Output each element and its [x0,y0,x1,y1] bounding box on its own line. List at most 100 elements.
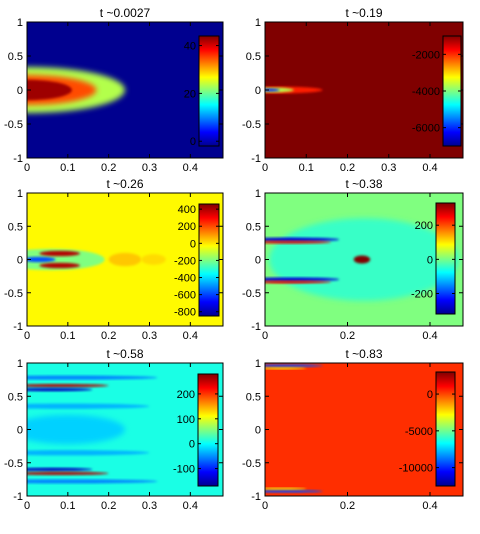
field-feature [27,375,158,380]
field-feature [108,252,142,267]
field-features [27,375,158,484]
field-features [265,218,459,301]
y-tick-label: 0 [17,255,23,267]
x-tick-label: 0.3 [142,330,157,342]
y-tick-label: 0 [255,85,261,97]
field-feature [353,255,371,264]
x-tick-label: 0.2 [340,162,355,174]
x-tick-label: 0.2 [340,500,355,512]
field-feature [39,250,81,257]
colorbar-tick-label: 400 [178,204,196,216]
field-feature [265,490,323,493]
y-tick-label: 1 [17,17,23,29]
colorbar [435,371,456,487]
field-feature [265,487,307,490]
y-tick-label: 1 [255,358,261,370]
field-feature [27,383,109,388]
y-tick-label: -0.5 [4,458,23,470]
field-feature [265,364,323,367]
colorbar [198,35,220,147]
colorbar-tick-label: 200 [178,221,196,233]
colorbar-tick-label: 0 [190,136,196,148]
colorbar-tick-label: 0 [190,238,196,250]
field-feature [265,367,307,370]
x-tick-label: 0.4 [183,500,198,512]
y-tick-label: 0.5 [8,51,23,63]
y-tick-label: 0.5 [8,221,23,233]
y-tick-label: 0.5 [246,221,261,233]
field-feature [27,479,158,484]
y-tick-label: -1 [251,153,261,165]
field-features [27,66,125,114]
colorbar-tick-label: 40 [184,41,196,53]
field-background [265,363,463,496]
colorbar-tick-label: -200 [174,255,196,267]
x-tick-label: 0.3 [381,162,396,174]
y-tick-label: 1 [255,17,261,29]
x-tick-label: 0.2 [101,500,116,512]
x-tick-label: 0.4 [422,162,437,174]
y-tick-label: 0 [17,425,23,437]
field-features [265,364,323,493]
y-tick-label: -0.5 [4,288,23,300]
y-tick-label: -0.5 [242,458,261,470]
field-feature [39,262,81,269]
x-tick-label: 0.1 [60,162,75,174]
y-tick-label: -1 [251,491,261,503]
y-tick-label: -0.5 [242,288,261,300]
colorbar-tick-label: 100 [177,414,195,426]
field-feature [27,467,93,472]
x-tick-label: 0.3 [142,500,157,512]
colorbar-tick-label: -10000 [399,463,433,475]
colorbar-tick-label: -200 [411,289,433,301]
panel-3: t ~0.26 0 0.1 0.2 0.3 0.4 1 0.5 0 -0.5 -1 400 200 0 -2… [4,177,224,342]
x-tick-label: 0 [24,162,30,174]
colorbar-tick-label: 0 [427,254,433,266]
y-tick-label: -1 [13,491,23,503]
y-tick-label: 0.5 [246,391,261,403]
colorbar-tick-label: 200 [415,220,433,232]
x-tick-label: 0.3 [142,162,157,174]
y-tick-label: 1 [17,188,23,200]
colorbar-tick-label: -2000 [412,49,440,61]
colorbar-tick-label: 0 [189,439,195,451]
x-tick-label: 0.2 [101,330,116,342]
plot-title: t ~0.0027 [100,6,151,20]
y-tick-label: 1 [255,188,261,200]
field-feature [265,277,340,282]
x-tick-label: 0.1 [60,330,75,342]
plot-title: t ~0.58 [106,347,143,361]
field-features [265,86,323,94]
y-tick-label: 0 [17,85,23,97]
colorbar-tick-label: -5000 [405,426,433,438]
plot-title: t ~0.19 [345,6,382,20]
panel-2: t ~0.19 0 0.1 0.2 0.3 0.4 1 0.5 0 -0.5 -1 -2000 -400… [242,6,464,174]
plot-title: t ~0.83 [345,347,382,361]
colorbar-tick-label: 0 [427,389,433,401]
plot-title: t ~0.38 [345,177,382,191]
y-tick-label: 1 [17,358,23,370]
colorbar-tick-label: -400 [174,273,196,285]
field-feature [265,240,331,244]
y-tick-label: -1 [13,321,23,333]
x-tick-label: 0.4 [183,330,198,342]
field-features [27,248,166,271]
x-tick-label: 0.4 [422,500,437,512]
x-tick-label: 0 [262,330,268,342]
field-feature [27,79,72,101]
field-feature [27,256,56,263]
field-feature [27,450,150,456]
field-feature [265,280,331,284]
colorbar-tick-label: -4000 [412,86,440,98]
field-feature [265,88,280,92]
field-feature [27,403,150,409]
y-tick-label: -1 [13,153,23,165]
x-tick-label: 0.2 [101,162,116,174]
y-tick-label: 0 [255,425,261,437]
x-tick-label: 0 [24,500,30,512]
colorbar [435,202,456,315]
colorbar [197,373,219,487]
y-tick-label: -1 [251,321,261,333]
x-tick-label: 0 [262,500,268,512]
